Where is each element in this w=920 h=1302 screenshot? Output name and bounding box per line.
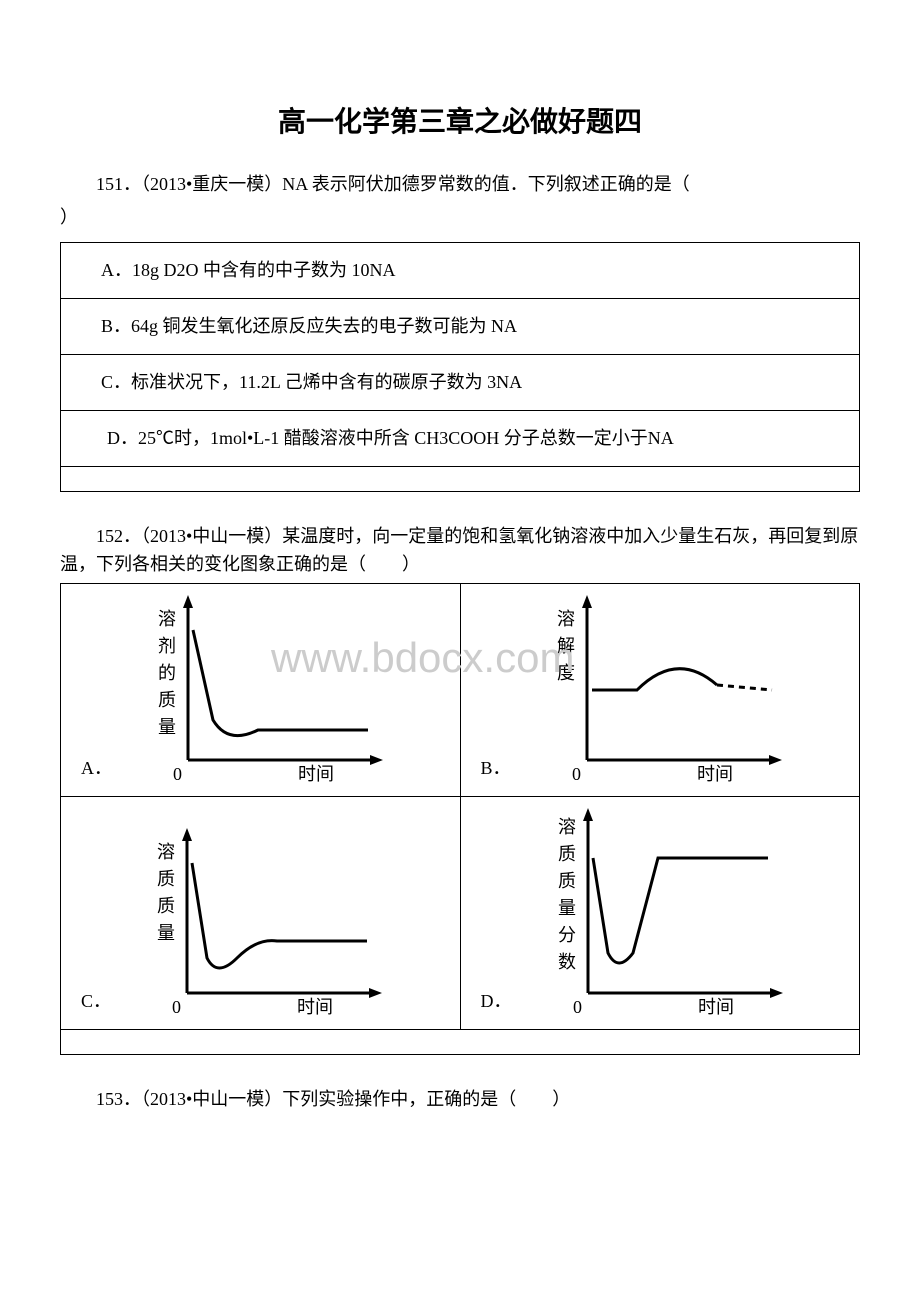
q152-stem: 152．（2013•中山一模）某温度时，向一定量的饱和氢氧化钠溶液中加入少量生石… [60,522,860,580]
q151-option-c: C．标准状况下，11.2L 己烯中含有的碳原子数为 3NA [61,354,860,410]
q151-option-a: A．18g D2O 中含有的中子数为 10NA [61,242,860,298]
q152-label-c: C． [81,987,117,1023]
page-title: 高一化学第三章之必做好题四 [60,100,860,140]
q151-options-table: A．18g D2O 中含有的中子数为 10NA B．64g 铜发生氧化还原反应失… [60,242,860,492]
svg-text:质: 质 [157,896,175,916]
svg-text:分: 分 [558,925,576,945]
svg-text:0: 0 [573,997,582,1017]
q153-stem: 153．（2013•中山一模）下列实验操作中，正确的是（ ） [60,1085,860,1114]
q152-graph-d: 溶 质 质 量 分 数 0 时间 [518,803,798,1023]
q151-blank-row [61,466,860,491]
q152-blank-row [61,1030,860,1055]
svg-text:溶: 溶 [157,842,175,862]
svg-text:解: 解 [557,636,575,656]
svg-text:量: 量 [157,923,175,943]
svg-text:量: 量 [158,717,176,737]
svg-text:溶: 溶 [158,609,176,629]
svg-text:质: 质 [558,844,576,864]
svg-text:溶: 溶 [558,817,576,837]
q152-label-a: A． [81,754,118,790]
svg-text:质: 质 [158,690,176,710]
q152-graph-c: 溶 质 质 量 0 时间 [117,823,397,1023]
svg-text:时间: 时间 [697,764,733,784]
q152-label-b: B． [481,754,517,790]
svg-text:时间: 时间 [297,997,333,1017]
svg-text:0: 0 [173,764,182,784]
q152-graph-a: 溶 剂 的 质 量 0 时间 [118,590,398,790]
svg-text:的: 的 [158,663,176,683]
q151-stem: 151．（2013•重庆一模）NA 表示阿伏加德罗常数的值．下列叙述正确的是（ [60,170,860,199]
svg-text:量: 量 [558,898,576,918]
q151-option-d-text: D．25℃时，1mol•L-1 醋酸溶液中所含 CH3COOH 分子总数一定小于… [107,428,674,448]
svg-text:数: 数 [558,952,576,972]
svg-text:溶: 溶 [557,609,575,629]
q152-graphs-table: www.bdocx.com A． 溶 剂 的 质 量 [60,583,860,1055]
svg-text:度: 度 [557,663,575,683]
q152-graph-b: 溶 解 度 0 时间 [517,590,797,790]
svg-text:质: 质 [558,871,576,891]
q151-stem-close: ） [60,203,860,232]
svg-text:时间: 时间 [698,997,734,1017]
svg-text:0: 0 [572,764,581,784]
svg-text:剂: 剂 [158,636,176,656]
svg-text:质: 质 [157,869,175,889]
q152-label-d: D． [481,987,518,1023]
q151-option-d: D．25℃时，1mol•L-1 醋酸溶液中所含 CH3COOH 分子总数一定小于… [61,410,860,466]
svg-text:0: 0 [172,997,181,1017]
q151-option-b: B．64g 铜发生氧化还原反应失去的电子数可能为 NA [61,298,860,354]
svg-text:时间: 时间 [298,764,334,784]
